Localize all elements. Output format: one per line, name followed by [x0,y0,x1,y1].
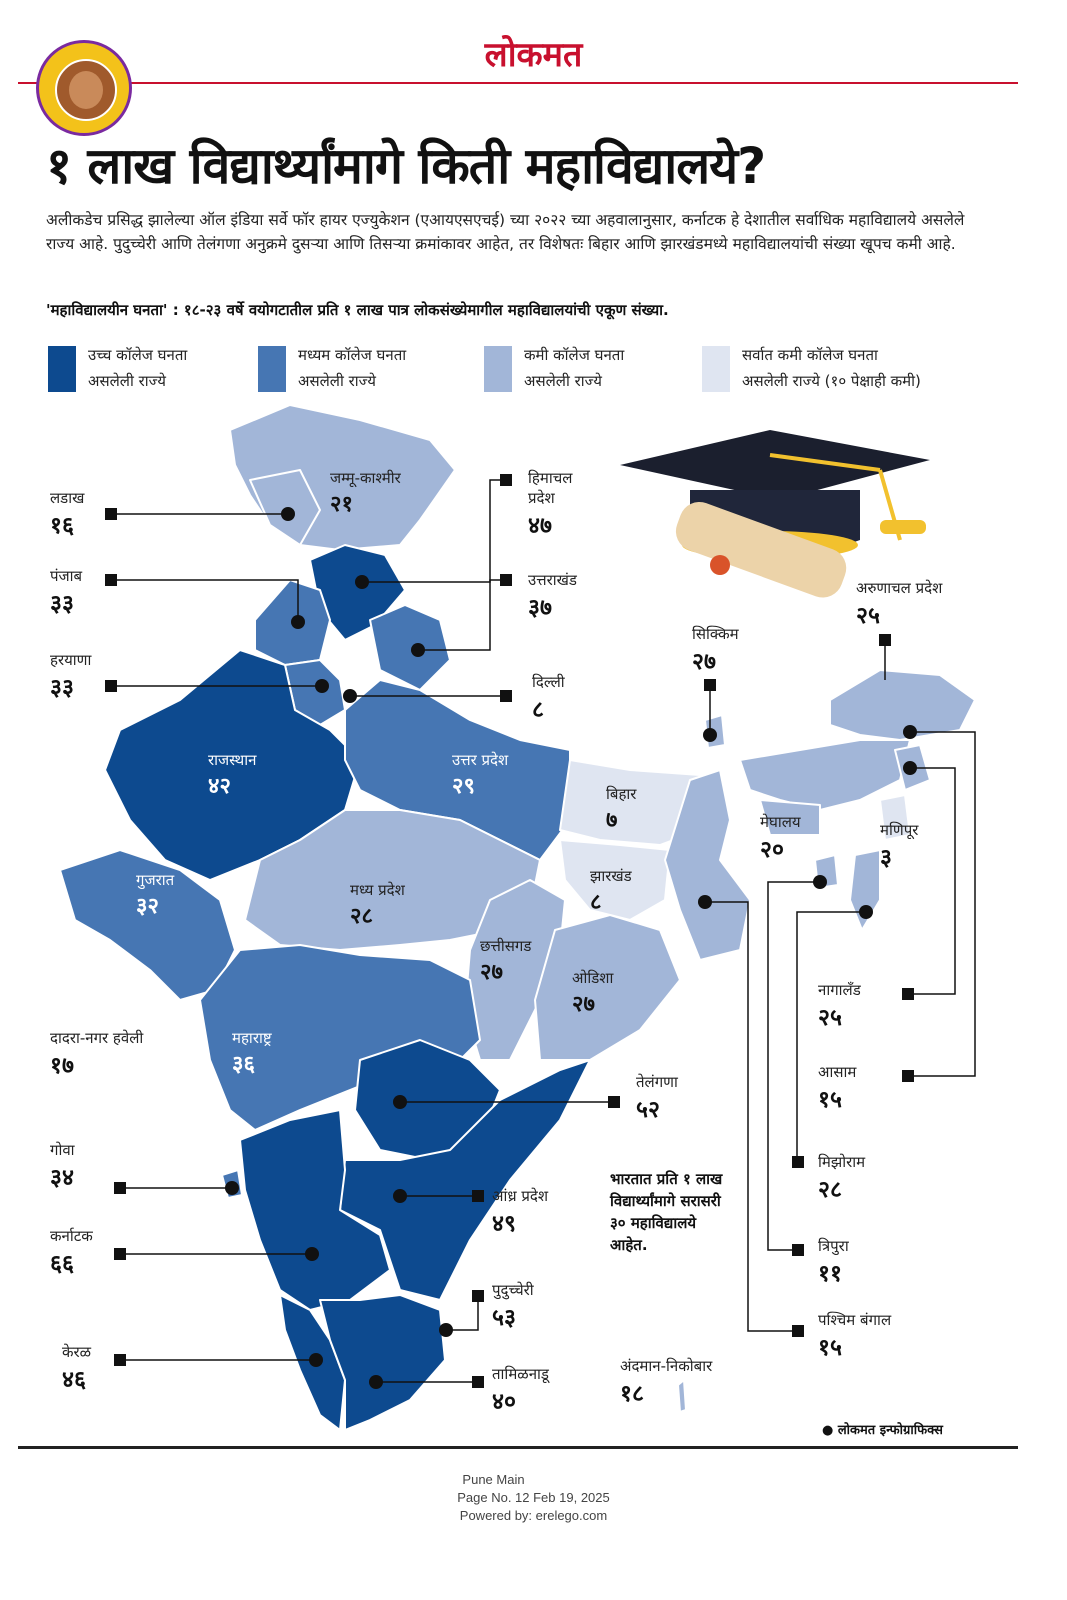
intro-paragraph: अलीकडेच प्रसिद्ध झालेल्या ऑल इंडिया सर्व… [46,211,965,253]
region-uttar-pradesh [344,679,571,861]
density-definition: 'महाविद्यालयीन घनता' : १८-२३ वर्षे वयोगट… [46,301,669,319]
label-haryana: हरयाणा ३३ [50,651,92,701]
legend-swatch-low [484,346,512,392]
region-meghalaya [759,799,821,836]
region-ladakh [249,469,321,546]
legend-item-medium: मध्यम कॉलेज घनता असलेली राज्ये [298,346,407,390]
region-karnataka [239,1109,391,1311]
masthead-rule [18,82,1018,84]
label-punjab: पंजाब ३३ [50,567,83,617]
infographics-credit: ● लोकमत इन्फोग्राफिक्स [822,1423,943,1438]
masthead-logo: लोकमत [484,35,583,75]
label-andhra-pradesh: आंध्र प्रदेश ४९ [492,1187,549,1237]
label-ladakh: लडाख १६ [50,489,85,539]
label-tripura: त्रिपुरा ११ [818,1237,849,1287]
bottom-rule [18,1446,1018,1449]
label-assam: आसाम १५ [818,1063,857,1113]
footer-page: Page No. 12 Feb 19, 2025 [457,1490,610,1505]
label-himachal-pradesh: हिमाचल प्रदेश ४७ [528,469,573,539]
legend-swatch-medium [258,346,286,392]
region-jharkhand [559,839,671,921]
label-kerala: केरळ ४६ [62,1343,92,1393]
region-tamil-nadu [319,1294,446,1431]
region-manipur [879,794,911,841]
label-gujarat: गुजरात ३२ [136,871,175,919]
label-goa: गोवा ३४ [50,1141,75,1191]
avatar [55,59,117,121]
label-dadra-nagar-haveli: दादरा-नगर हवेली १७ [50,1029,144,1079]
region-arunachal-pradesh [829,669,976,741]
region-odisha [534,914,681,1061]
label-arunachal-pradesh: अरुणाचल प्रदेश २५ [856,579,943,629]
label-delhi: दिल्ली ८ [532,673,565,723]
legend-swatch-lowest [702,346,730,392]
legend-item-lowest: सर्वात कमी कॉलेज घनता असलेली राज्ये (१० प… [742,346,921,390]
region-assam [739,739,911,811]
label-jammu-kashmir: जम्मू-काश्मीर २१ [330,469,401,517]
footer-edition: Pune Main [462,1472,525,1487]
label-madhya-pradesh: मध्य प्रदेश २८ [350,881,405,929]
label-mizoram: मिझोराम २८ [818,1153,866,1203]
region-andaman-nicobar [677,1379,687,1413]
legend-item-high: उच्च कॉलेज घनता असलेली राज्ये [88,346,188,390]
region-west-bengal [664,769,751,961]
legend-item-low: कमी कॉलेज घनता असलेली राज्ये [524,346,625,390]
label-sikkim: सिक्किम २७ [692,625,739,675]
label-tamil-nadu: तामिळनाडू ४० [492,1365,549,1415]
legend-swatch-high [48,346,76,392]
headline: १ लाख विद्यार्थ्यांमागे किती महाविद्यालय… [46,137,766,195]
region-uttarakhand [369,604,451,691]
label-puducherry: पुदुच्चेरी ५३ [492,1281,534,1331]
profile-badge [36,40,132,136]
label-karnataka: कर्नाटक ६६ [50,1227,93,1277]
label-telangana: तेलंगणा ५२ [636,1073,678,1123]
label-bihar: बिहार ७ [606,785,637,833]
label-meghalaya: मेघालय २० [760,813,801,863]
region-andhra-pradesh [339,1059,591,1301]
label-rajasthan: राजस्थान ४२ [208,751,257,799]
label-uttar-pradesh: उत्तर प्रदेश २९ [452,751,509,799]
label-andaman-nicobar: अंदमान-निकोबार १८ [620,1357,713,1407]
label-manipur: मणिपूर ३ [880,821,919,871]
footer-powered: Powered by: erelego.com [459,1508,608,1523]
label-nagaland: नागालँड २५ [818,981,861,1031]
label-chhattisgarh: छत्तीसगड २७ [480,937,532,985]
label-jharkhand: झारखंड ८ [590,867,632,915]
label-uttarakhand: उत्तराखंड ३७ [528,571,577,621]
label-odisha: ओडिशा २७ [572,969,614,1017]
graduation-cap-illustration [620,430,930,598]
label-west-bengal: पश्चिम बंगाल १५ [818,1311,892,1361]
label-maharashtra: महाराष्ट्र ३६ [232,1029,272,1077]
average-note: भारतात प्रति १ लाख विद्यार्थ्यांमागे सरा… [610,1170,723,1254]
